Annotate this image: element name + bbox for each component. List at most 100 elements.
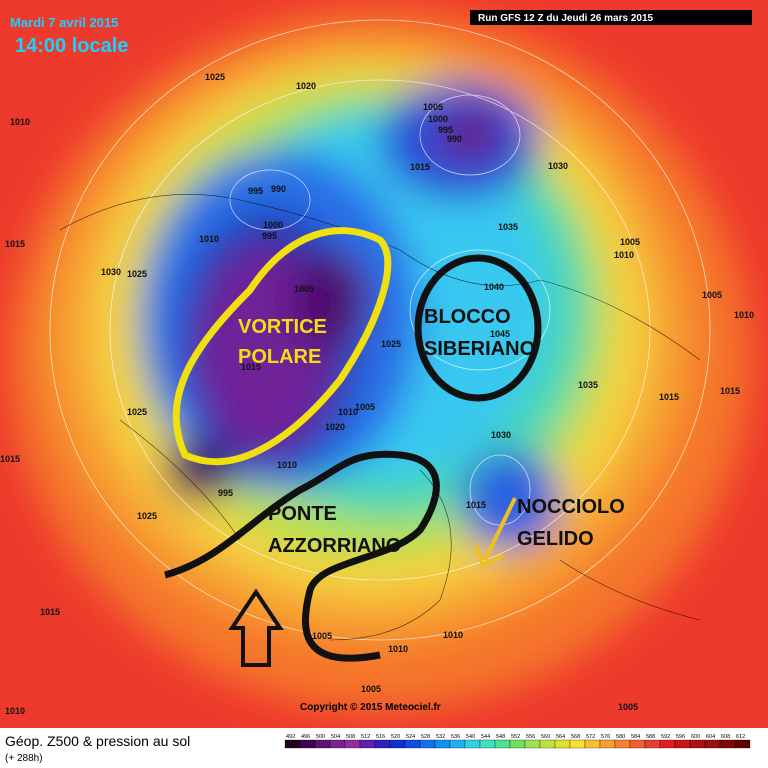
colorbar-label: 588 (646, 734, 655, 740)
colorbar-cell (359, 739, 376, 749)
isobar-label: 1005 (702, 290, 722, 300)
colorbar-label: 532 (436, 734, 445, 740)
colorbar-cell (299, 739, 316, 749)
colorbar-cell (344, 739, 361, 749)
colorbar-cell (719, 739, 736, 749)
isobar-label: 1015 (5, 239, 25, 249)
colorbar-label: 520 (391, 734, 400, 740)
isobar-label: 1035 (578, 380, 598, 390)
colorbar-cell (644, 739, 661, 749)
isobar-label: 1025 (127, 269, 147, 279)
annotation: GELIDO (517, 528, 594, 550)
isobars (49, 19, 711, 641)
colorbar-label: 548 (496, 734, 505, 740)
isobar-label: 1025 (137, 511, 157, 521)
colorbar-label: 508 (346, 734, 355, 740)
isobar-label: 1010 (614, 250, 634, 260)
colorbar-label: 504 (331, 734, 340, 740)
isobar-label: 1010 (734, 310, 754, 320)
isobar-label: 990 (271, 184, 286, 194)
isobar-label: 995 (218, 488, 233, 498)
isobar-label: 1030 (548, 161, 568, 171)
isobar-label: 995 (262, 231, 277, 241)
isobar-label: 1005 (294, 284, 314, 294)
colorbar-cell (509, 739, 526, 749)
isobar-label: 1015 (410, 162, 430, 172)
isobar-label: 1040 (484, 282, 504, 292)
isobar-label: 1005 (423, 102, 443, 112)
colorbar-cell (569, 739, 586, 749)
colorbar-cell (554, 739, 571, 749)
colorbar-label: 564 (556, 734, 565, 740)
isobar-label: 1015 (241, 362, 261, 372)
colorbar: 492 496 500 504 508 512 516 520 524 528 532 536 540 5… (284, 734, 751, 749)
isobar-label: 995 (438, 125, 453, 135)
colorbar-label: 556 (526, 734, 535, 740)
colorbar-label: 600 (691, 734, 700, 740)
colorbar-cell (389, 739, 406, 749)
isobar-label: 1020 (325, 422, 345, 432)
time: 14:00 locale (15, 35, 128, 57)
isobar-label: 1030 (491, 430, 511, 440)
colorbar-cell (584, 739, 601, 749)
date: Mardi 7 avril 2015 (10, 15, 118, 30)
colorbar-cell (404, 739, 421, 749)
isobar-label: 990 (447, 134, 462, 144)
colorbar-cell (689, 739, 706, 749)
annotation: VORTICE (238, 316, 327, 338)
annotation: PONTE (268, 503, 337, 525)
isobar-label: 1010 (277, 460, 297, 470)
colorbar-cell (464, 739, 481, 749)
colorbar-cell (419, 739, 436, 749)
colorbar-cell (614, 739, 631, 749)
isobar-label: 1015 (0, 454, 20, 464)
colorbar-cell (734, 739, 751, 749)
annotation: BLOCCO (424, 306, 511, 328)
colorbar-cell (494, 739, 511, 749)
colorbar-cell (659, 739, 676, 749)
footer-lead: (+ 288h) (5, 753, 43, 764)
isobar-label: 1000 (263, 220, 283, 230)
colorbar-label: 612 (736, 734, 745, 740)
isobar-label: 1010 (10, 117, 30, 127)
colorbar-cell (629, 739, 646, 749)
isobar-label: 1020 (296, 81, 316, 91)
colorbar-label: 528 (421, 734, 430, 740)
annotation-shapes (164, 227, 542, 667)
isobar-label: 1010 (338, 407, 358, 417)
colorbar-label: 540 (466, 734, 475, 740)
colorbar-label: 576 (601, 734, 610, 740)
colorbar-label: 568 (571, 734, 580, 740)
coastlines (59, 193, 701, 641)
colorbar-cell (599, 739, 616, 749)
colorbar-cell (674, 739, 691, 749)
run: Run GFS 12 Z du Jeudi 26 mars 2015 (478, 13, 654, 24)
isobar-label: 1010 (443, 630, 463, 640)
isobar-label: 1015 (40, 607, 60, 617)
colorbar-label: 552 (511, 734, 520, 740)
colorbar-label: 516 (376, 734, 385, 740)
colorbar-label: 492 (286, 734, 295, 740)
colorbar-cell (479, 739, 496, 749)
isobar-label: 1005 (361, 684, 381, 694)
isobar-label: 1010 (388, 644, 408, 654)
footer-title: Géop. Z500 & pression au sol (5, 733, 190, 749)
colorbar-cell (704, 739, 721, 749)
colorbar-label: 544 (481, 734, 490, 740)
colorbar-cell (329, 739, 346, 749)
colorbar-cell (374, 739, 391, 749)
colorbar-cell (284, 739, 301, 749)
isobar-label: 1015 (466, 500, 486, 510)
colorbar-cell (449, 739, 466, 749)
annotation: POLARE (238, 346, 321, 368)
isobar-label: 1005 (618, 702, 638, 712)
isobar-label: 1035 (498, 222, 518, 232)
isobar-label: 1005 (355, 402, 375, 412)
colorbar-label: 512 (361, 734, 370, 740)
isobar-label: 1030 (101, 267, 121, 277)
annotation: SIBERIANO (424, 338, 535, 360)
colorbar-label: 500 (316, 734, 325, 740)
isobar-label: 1015 (720, 386, 740, 396)
isobar-label: 1000 (428, 114, 448, 124)
